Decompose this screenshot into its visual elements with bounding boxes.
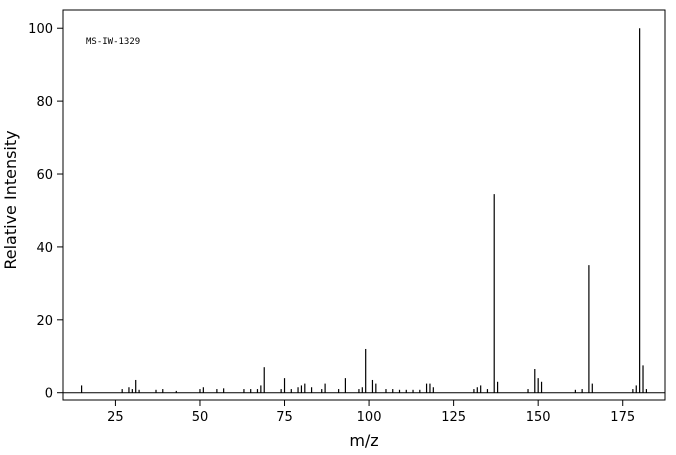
x-tick-label: 50 — [192, 410, 209, 425]
y-axis-label: Relative Intensity — [1, 130, 20, 269]
x-tick-label: 150 — [526, 410, 551, 425]
x-tick-label: 75 — [276, 410, 293, 425]
x-tick-label: 100 — [357, 410, 382, 425]
y-tick-label: 20 — [36, 314, 53, 329]
annotation: MS-IW-1329 — [86, 37, 140, 47]
y-tick-label: 100 — [28, 22, 53, 37]
x-tick-label: 125 — [441, 410, 466, 425]
plot-frame — [62, 9, 666, 401]
x-tick-label: 25 — [107, 410, 124, 425]
y-tick-label: 0 — [45, 387, 53, 402]
y-tick-label: 60 — [36, 168, 53, 183]
x-axis-label: m/z — [349, 431, 378, 450]
y-tick-label: 40 — [36, 241, 53, 256]
y-tick-label: 80 — [36, 95, 53, 110]
x-tick-label: 175 — [610, 410, 635, 425]
